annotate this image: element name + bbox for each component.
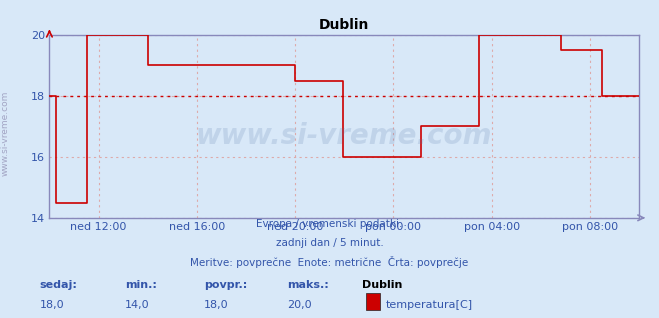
Text: maks.:: maks.: — [287, 280, 328, 290]
Text: 18,0: 18,0 — [204, 301, 229, 310]
Text: www.si-vreme.com: www.si-vreme.com — [196, 121, 492, 149]
Text: Evropa / vremenski podatki.: Evropa / vremenski podatki. — [256, 219, 403, 229]
Text: sedaj:: sedaj: — [40, 280, 77, 290]
Text: povpr.:: povpr.: — [204, 280, 248, 290]
Text: Dublin: Dublin — [362, 280, 403, 290]
Title: Dublin: Dublin — [319, 18, 370, 32]
Text: 20,0: 20,0 — [287, 301, 311, 310]
Text: temperatura[C]: temperatura[C] — [386, 301, 473, 310]
Text: www.si-vreme.com: www.si-vreme.com — [1, 91, 10, 176]
Text: 14,0: 14,0 — [125, 301, 150, 310]
Text: Meritve: povprečne  Enote: metrične  Črta: povprečje: Meritve: povprečne Enote: metrične Črta:… — [190, 256, 469, 267]
Text: min.:: min.: — [125, 280, 157, 290]
Text: zadnji dan / 5 minut.: zadnji dan / 5 minut. — [275, 238, 384, 248]
Text: 18,0: 18,0 — [40, 301, 64, 310]
